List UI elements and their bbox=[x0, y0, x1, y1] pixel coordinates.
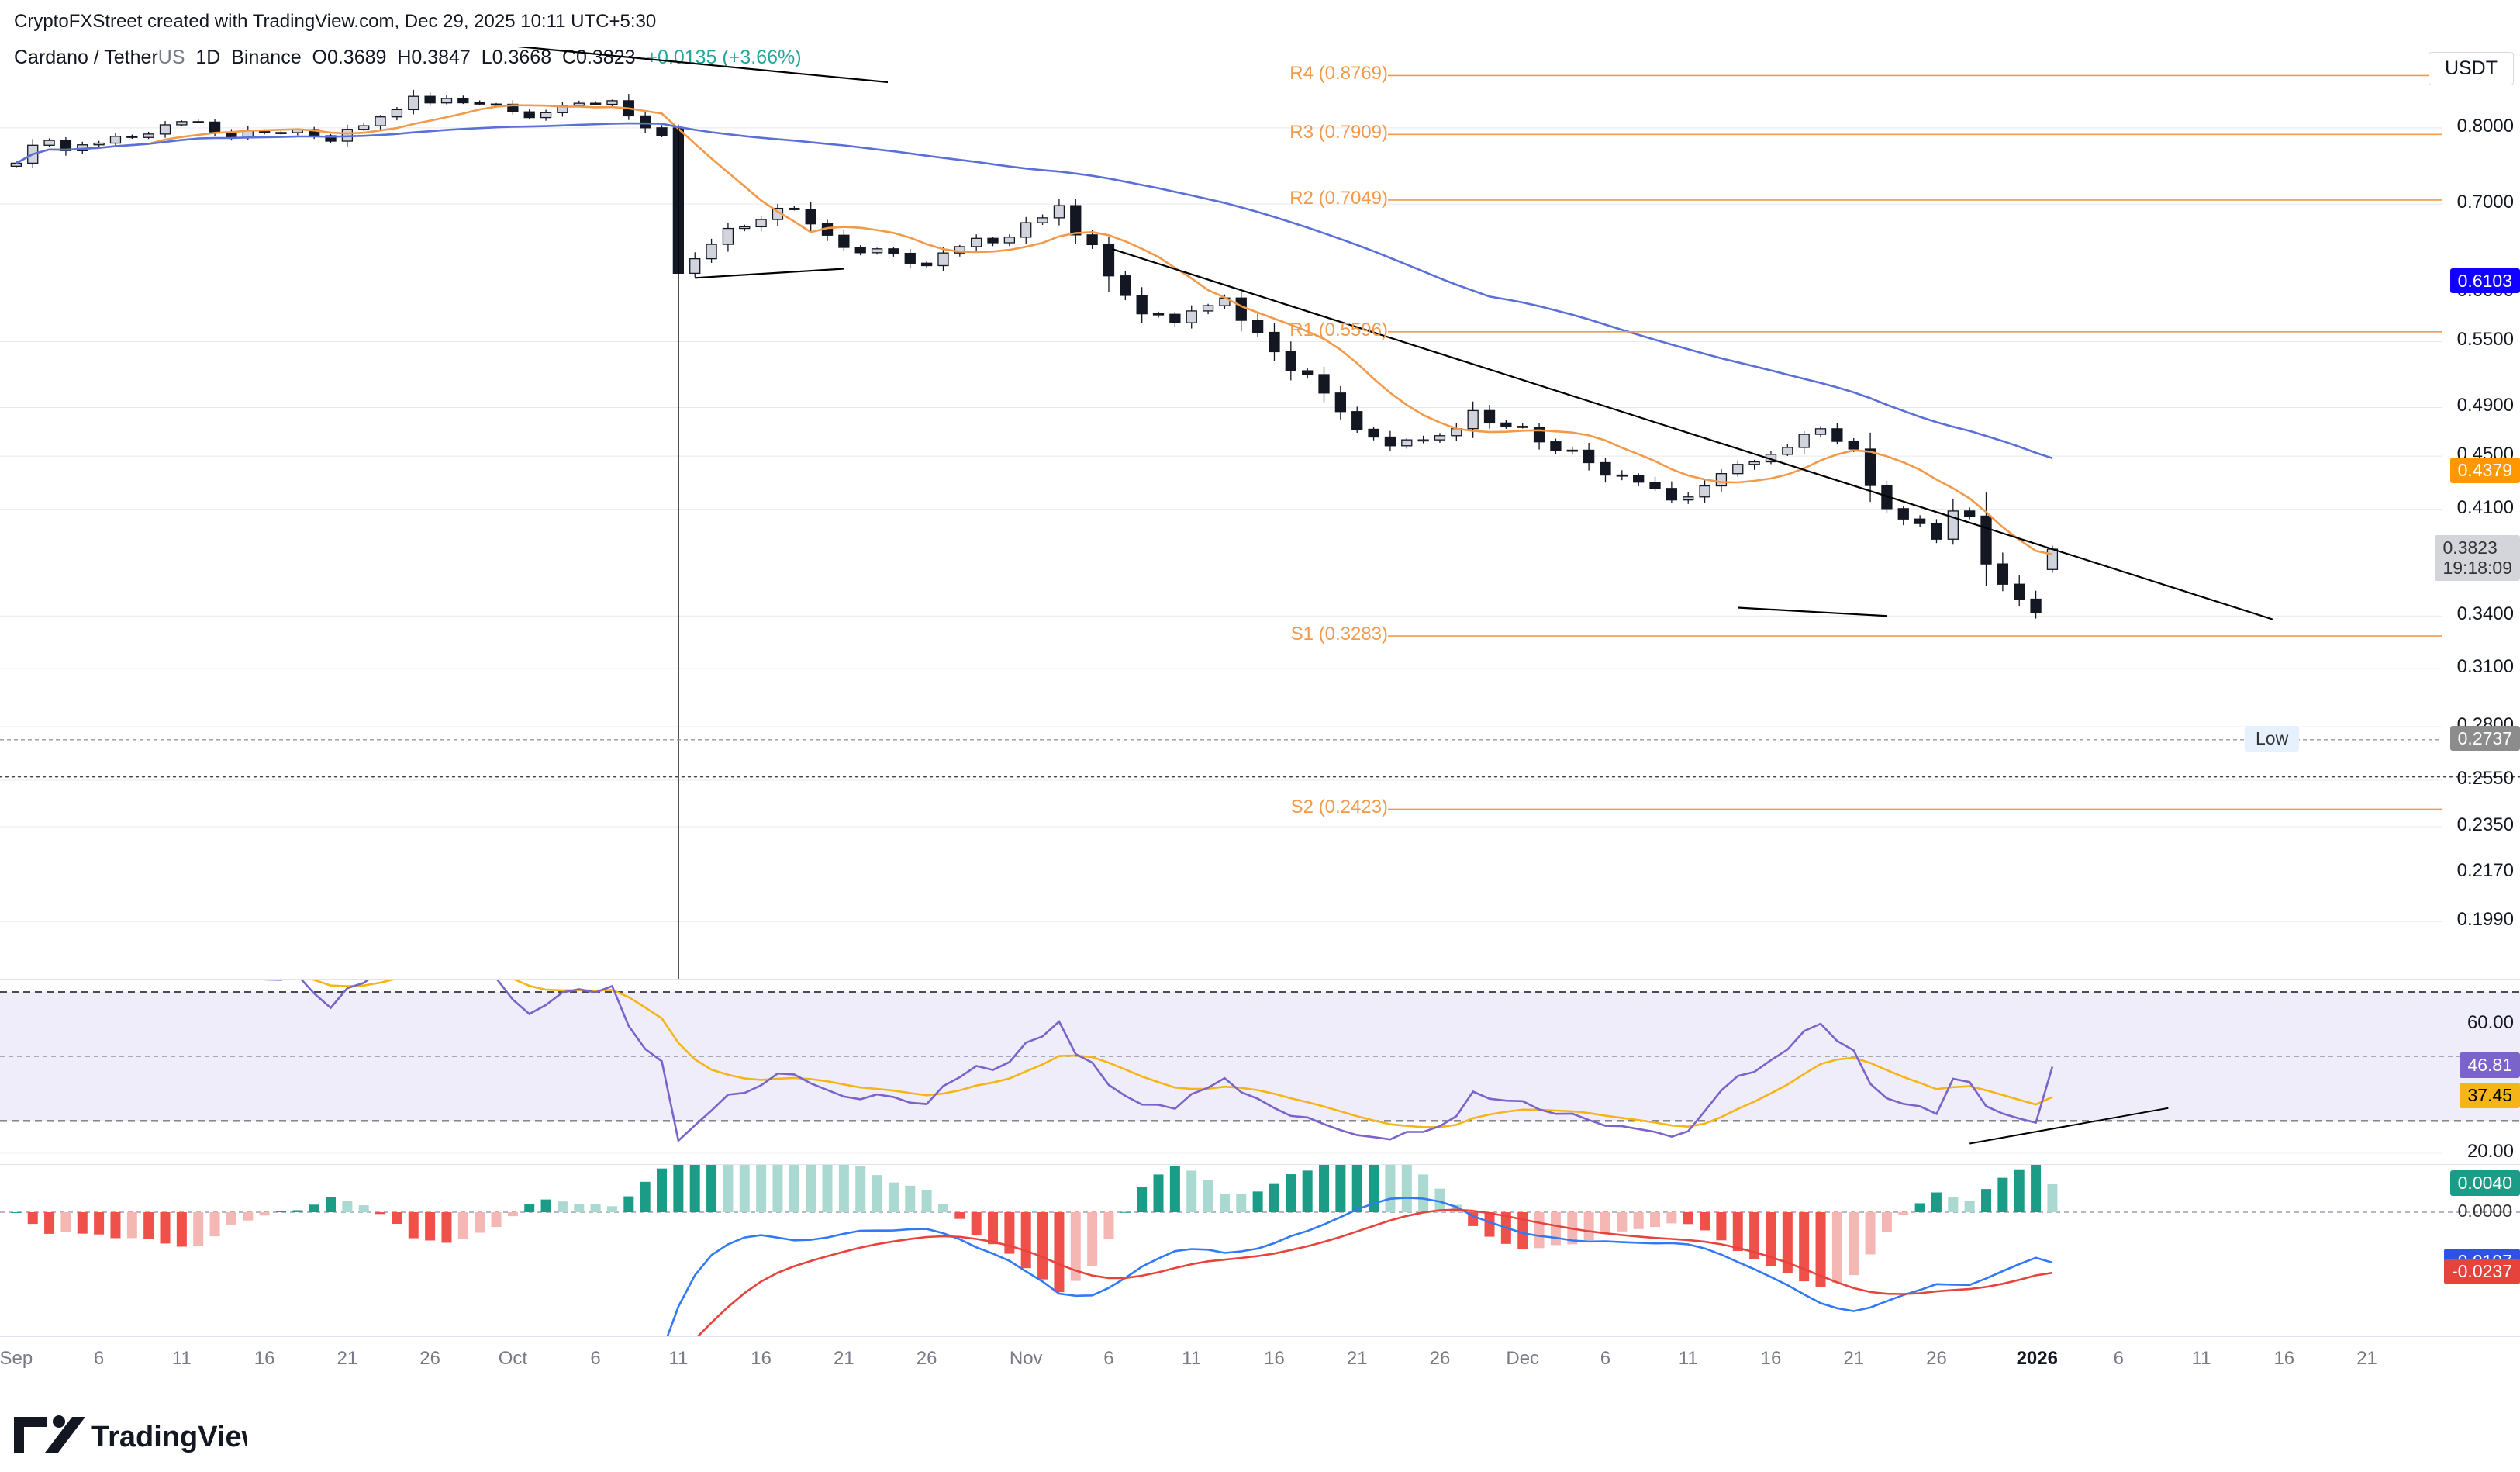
svg-text:TradingView: TradingView bbox=[91, 1421, 247, 1453]
